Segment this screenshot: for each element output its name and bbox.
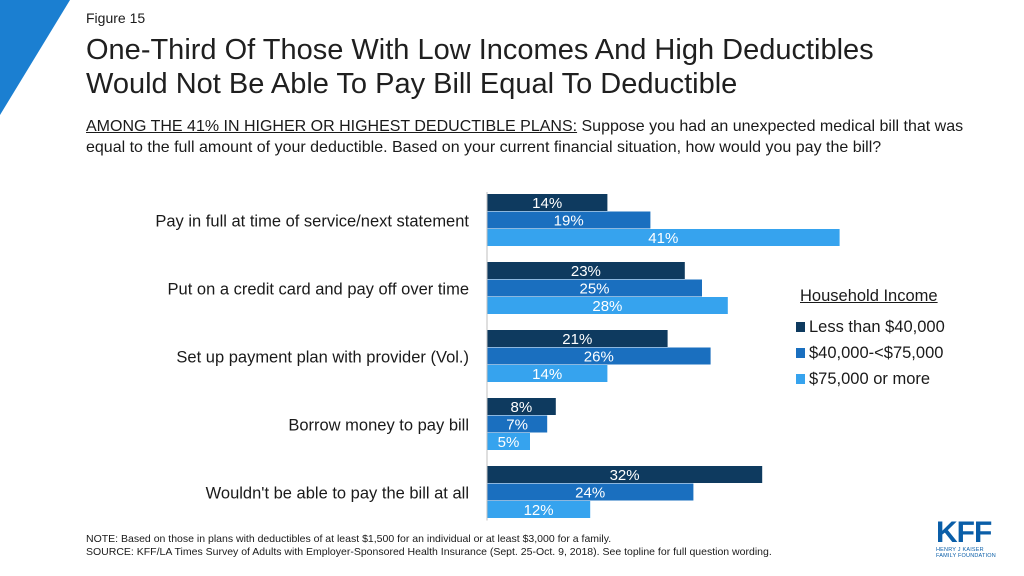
data-label-borrow-money-to-pay-bill-series-0: 8% bbox=[511, 399, 533, 416]
question-text: Suppose you had an unexpected medical bi… bbox=[86, 118, 964, 156]
logo-line-1: HENRY J KAISER bbox=[936, 547, 984, 553]
figure-label: Figure 15 bbox=[86, 10, 146, 26]
survey-question: AMONG THE 41% IN HIGHER OR HIGHEST DEDUC… bbox=[86, 116, 996, 158]
data-label-pay-in-full-at-time-of-service-next-statement-series-0: 14% bbox=[532, 195, 562, 212]
bar-put-on-a-credit-card-and-pay-off-over-time-series-0 bbox=[487, 262, 685, 279]
legend-swatch-40k-to-75k bbox=[796, 348, 805, 358]
data-label-wouldn-t-be-able-to-pay-the-bill-at-all-series-0: 32% bbox=[610, 467, 640, 484]
legend-swatch-less-than-40k bbox=[796, 322, 805, 332]
legend-label-75k-or-more: $75,000 or more bbox=[809, 369, 931, 388]
legend-label-less-than-40k: Less than $40,000 bbox=[809, 317, 945, 336]
legend-item-40k-to-75k: $40,000-<$75,000 bbox=[796, 340, 945, 366]
bar-borrow-money-to-pay-bill-series-1 bbox=[487, 415, 548, 433]
source-text: SOURCE: KFF/LA Times Survey of Adults wi… bbox=[86, 546, 772, 558]
page-title: One-Third Of Those With Low Incomes And … bbox=[86, 33, 1006, 101]
bar-put-on-a-credit-card-and-pay-off-over-time-series-2 bbox=[487, 297, 728, 314]
legend-title: Household Income bbox=[800, 287, 938, 305]
category-label-pay-in-full-at-time-of-service-next-statement: Pay in full at time of service/next stat… bbox=[155, 212, 469, 230]
data-label-set-up-payment-plan-with-provider-vol-series-2: 14% bbox=[532, 366, 562, 383]
data-label-put-on-a-credit-card-and-pay-off-over-time-series-2: 28% bbox=[592, 298, 622, 315]
question-prefix: AMONG THE 41% IN HIGHER OR HIGHEST DEDUC… bbox=[86, 118, 578, 135]
data-label-put-on-a-credit-card-and-pay-off-over-time-series-1: 25% bbox=[579, 281, 609, 298]
bar-wouldn-t-be-able-to-pay-the-bill-at-all-series-0 bbox=[487, 466, 763, 483]
bar-wouldn-t-be-able-to-pay-the-bill-at-all-series-2 bbox=[487, 501, 591, 518]
bar-borrow-money-to-pay-bill-series-2 bbox=[487, 433, 530, 450]
data-label-set-up-payment-plan-with-provider-vol-series-1: 26% bbox=[584, 349, 614, 366]
data-label-pay-in-full-at-time-of-service-next-statement-series-1: 19% bbox=[554, 213, 584, 230]
corner-triangle-decoration bbox=[0, 0, 70, 115]
note-text: NOTE: Based on those in plans with deduc… bbox=[86, 533, 612, 545]
data-label-set-up-payment-plan-with-provider-vol-series-0: 21% bbox=[562, 331, 592, 348]
legend-item-less-than-40k: Less than $40,000 bbox=[796, 314, 945, 340]
category-label-put-on-a-credit-card-and-pay-off-over-time: Put on a credit card and pay off over ti… bbox=[168, 280, 469, 298]
bar-pay-in-full-at-time-of-service-next-statement-series-0 bbox=[487, 194, 608, 211]
legend: Household Income Less than $40,000 $40,0… bbox=[796, 287, 945, 392]
data-label-wouldn-t-be-able-to-pay-the-bill-at-all-series-2: 12% bbox=[524, 502, 554, 519]
category-label-borrow-money-to-pay-bill: Borrow money to pay bill bbox=[288, 416, 469, 434]
kff-logo: KFF HENRY J KAISER FAMILY FOUNDATION bbox=[936, 516, 1008, 560]
data-label-borrow-money-to-pay-bill-series-1: 7% bbox=[506, 417, 528, 434]
legend-label-40k-to-75k: $40,000-<$75,000 bbox=[809, 343, 944, 362]
title-line-2: Would Not Be Able To Pay Bill Equal To D… bbox=[86, 68, 738, 100]
title-line-1: One-Third Of Those With Low Incomes And … bbox=[86, 34, 874, 66]
footnotes: NOTE: Based on those in plans with deduc… bbox=[86, 533, 936, 559]
category-label-wouldn-t-be-able-to-pay-the-bill-at-all: Wouldn't be able to pay the bill at all bbox=[206, 484, 469, 502]
bar-pay-in-full-at-time-of-service-next-statement-series-1 bbox=[487, 211, 651, 229]
bar-borrow-money-to-pay-bill-series-0 bbox=[487, 398, 556, 415]
bar-wouldn-t-be-able-to-pay-the-bill-at-all-series-1 bbox=[487, 483, 694, 501]
legend-swatch-75k-or-more bbox=[796, 374, 805, 384]
bar-set-up-payment-plan-with-provider-vol-series-0 bbox=[487, 330, 668, 347]
logo-mark: KFF bbox=[936, 516, 992, 549]
data-label-put-on-a-credit-card-and-pay-off-over-time-series-0: 23% bbox=[571, 263, 601, 280]
data-label-wouldn-t-be-able-to-pay-the-bill-at-all-series-1: 24% bbox=[575, 485, 605, 502]
data-label-borrow-money-to-pay-bill-series-2: 5% bbox=[498, 434, 520, 451]
category-label-set-up-payment-plan-with-provider-vol: Set up payment plan with provider (Vol.) bbox=[176, 348, 469, 366]
bar-set-up-payment-plan-with-provider-vol-series-1 bbox=[487, 347, 711, 365]
data-label-pay-in-full-at-time-of-service-next-statement-series-2: 41% bbox=[648, 230, 678, 247]
bar-set-up-payment-plan-with-provider-vol-series-2 bbox=[487, 365, 608, 382]
legend-item-75k-or-more: $75,000 or more bbox=[796, 366, 945, 392]
bar-put-on-a-credit-card-and-pay-off-over-time-series-1 bbox=[487, 279, 702, 297]
bar-pay-in-full-at-time-of-service-next-statement-series-2 bbox=[487, 229, 840, 246]
logo-line-2: FAMILY FOUNDATION bbox=[936, 553, 996, 559]
